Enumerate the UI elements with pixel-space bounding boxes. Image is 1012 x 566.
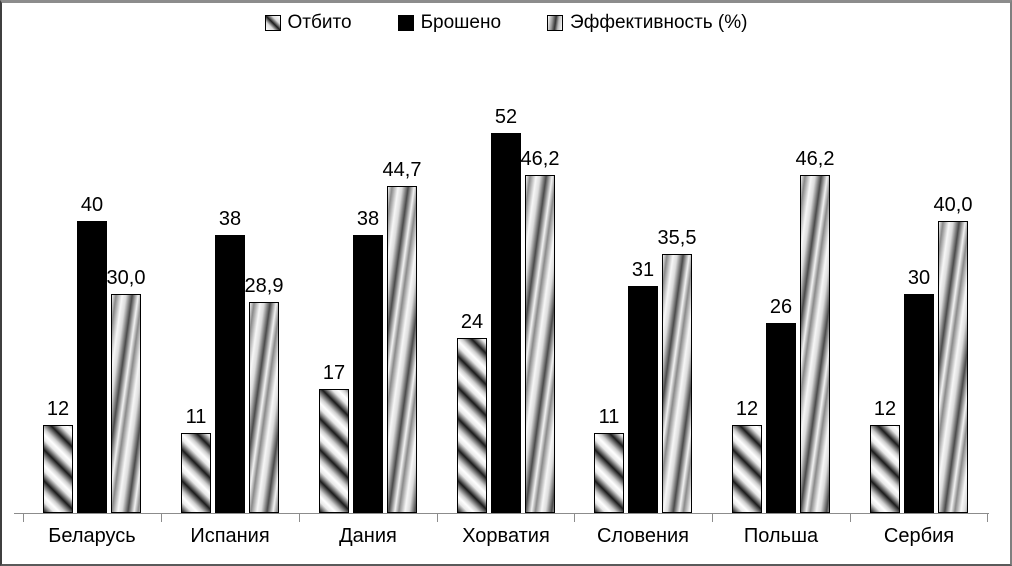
legend: Отбито Брошено Эффективность (%) [2,13,1010,32]
bar-отбито [181,433,211,513]
axis-tick [23,514,24,522]
bar-брошено [766,323,796,513]
bar-отбито [43,425,73,513]
bar-брошено [77,221,107,513]
category-label: Словения [596,525,690,547]
axis-tick [987,514,988,522]
bar-value-label: 30,0 [106,267,146,289]
bar-брошено [904,294,934,513]
legend-marker-hatched-icon [264,14,281,31]
legend-item-brosheno: Брошено [397,12,502,33]
bar-брошено [353,235,383,513]
category-label: Беларусь [48,525,136,547]
axis-tick [161,514,162,522]
bar-эффективность- [525,175,555,513]
bar-эффективность- [387,186,417,513]
bar-value-label: 28,9 [244,275,284,297]
bar-value-label: 46,2 [520,148,560,170]
bar-отбито [870,425,900,513]
bar-value-label: 30 [907,267,931,289]
legend-label-effektivnost: Эффективность (%) [570,12,748,33]
axis-tick [299,514,300,522]
bar-value-label: 12 [873,398,897,420]
bar-value-label: 24 [460,311,484,333]
bar-отбито [594,433,624,513]
bar-эффективность- [800,175,830,513]
legend-marker-gradient-icon [547,14,564,31]
bar-value-label: 35,5 [657,227,697,249]
bar-value-label: 44,7 [382,159,422,181]
axis-tick [850,514,851,522]
legend-label-otbito: Отбито [287,12,352,33]
bar-value-label: 12 [735,398,759,420]
bar-value-label: 46,2 [795,148,835,170]
category-label: Хорватия [462,525,550,547]
legend-label-brosheno: Брошено [420,12,502,33]
x-axis-line [14,513,989,514]
bar-value-label: 11 [598,406,620,428]
bar-value-label: 52 [494,106,518,128]
bar-отбито [319,389,349,513]
legend-item-effektivnost: Эффективность (%) [547,13,747,32]
bar-value-label: 11 [185,406,207,428]
bar-value-label: 26 [769,296,793,318]
bar-эффективность- [938,221,968,513]
bar-value-label: 40,0 [933,194,973,216]
bar-брошено [628,286,658,513]
bar-отбито [732,425,762,513]
axis-tick [574,514,575,522]
bar-value-label: 40 [80,194,104,216]
bar-value-label: 17 [322,362,346,384]
legend-marker-black-icon [397,14,414,31]
category-label: Польша [743,525,819,547]
plot-area: 12 40 30,0 11 38 28,9 17 38 44,7 24 52 46,2 11 31 35,5… [14,60,989,522]
category-label: Испания [190,525,270,547]
legend-item-otbito: Отбито [264,12,352,33]
category-label: Сербия [883,525,955,547]
bar-value-label: 12 [46,398,70,420]
bar-value-label: 31 [631,259,655,281]
axis-tick [712,514,713,522]
bar-брошено [215,235,245,513]
bar-эффективность- [111,294,141,513]
bar-эффективность- [662,254,692,513]
category-label: Дания [339,525,397,547]
bar-отбито [457,338,487,513]
bar-эффективность- [249,302,279,513]
bar-брошено [491,133,521,513]
bar-value-label: 38 [218,208,242,230]
bar-value-label: 38 [356,208,380,230]
axis-tick [437,514,438,522]
